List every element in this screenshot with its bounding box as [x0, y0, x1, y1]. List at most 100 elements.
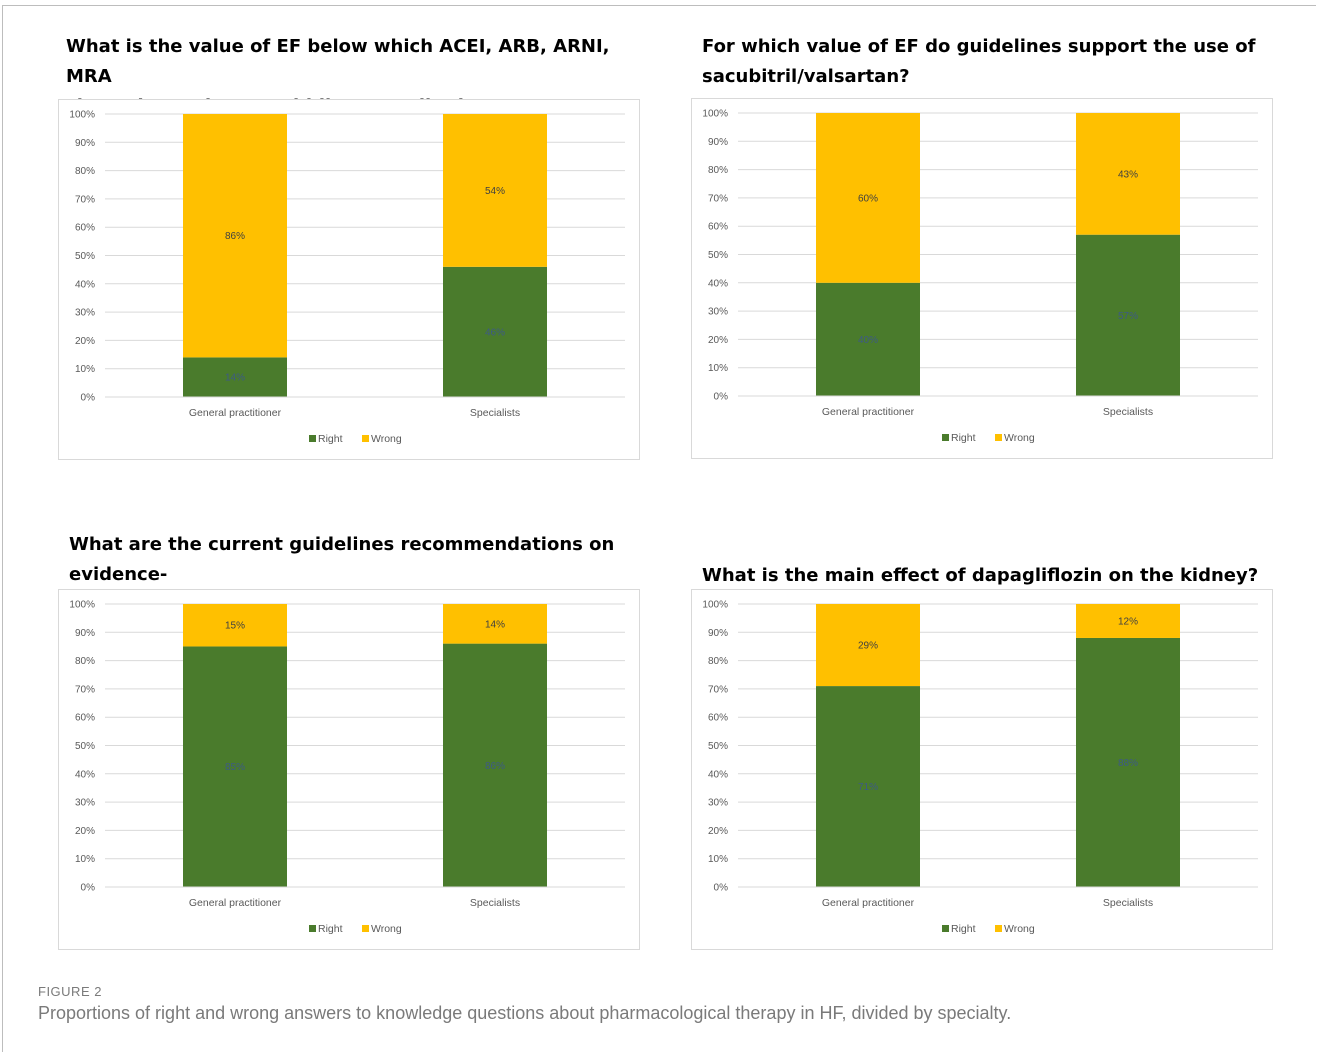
data-label: 14%	[225, 373, 245, 384]
y-tick-label: 10%	[708, 854, 728, 865]
bar-right	[183, 357, 287, 397]
bar-wrong	[1076, 604, 1180, 638]
y-tick-label: 0%	[81, 883, 96, 894]
y-tick-label: 20%	[708, 335, 728, 346]
stacked-bar-chart: 0% 10% 20% 30% 40% 50% 60% 70% 80% 90% 100% 71% 29% G…	[702, 600, 1258, 935]
chart-area: 0% 10% 20% 30% 40% 50% 60% 70% 80% 90% 100% 14% 86% G…	[58, 99, 640, 460]
bar-right	[816, 282, 920, 396]
legend-swatch-wrong	[995, 434, 1002, 441]
legend-swatch-right	[309, 925, 316, 932]
legend-swatch-wrong	[362, 435, 369, 442]
chart-panel-1: What is the value of EF below which ACEI…	[0, 0, 660, 480]
y-tick-label: 70%	[708, 684, 728, 695]
bar-wrong	[183, 114, 287, 358]
chart-panel-4: What is the main effect of dapagliflozin…	[691, 565, 1273, 950]
y-tick-label: 60%	[75, 223, 95, 234]
y-tick-label: 100%	[69, 110, 95, 121]
bar-wrong	[1076, 113, 1180, 235]
bar-right	[1076, 234, 1180, 396]
chart-area: 0% 10% 20% 30% 40% 50% 60% 70% 80% 90% 100% 40% 60% G…	[691, 98, 1273, 459]
legend-label: Wrong	[371, 923, 402, 935]
data-label: 29%	[858, 641, 878, 652]
chart-title: What is the main effect of dapagliflozin…	[702, 565, 1259, 586]
chart-area: 0% 10% 20% 30% 40% 50% 60% 70% 80% 90% 100% 71% 29% G…	[691, 589, 1273, 950]
stacked-bar-chart: 0% 10% 20% 30% 40% 50% 60% 70% 80% 90% 100% 40% 60% G…	[702, 109, 1258, 444]
y-tick-label: 10%	[75, 364, 95, 375]
y-tick-label: 0%	[714, 883, 729, 894]
y-tick-label: 80%	[75, 166, 95, 177]
data-label: 85%	[225, 762, 245, 773]
y-tick-label: 0%	[81, 393, 96, 404]
data-label: 88%	[1118, 758, 1138, 769]
figure-label: FIGURE 2	[38, 984, 102, 999]
x-category-label: Specialists	[470, 407, 520, 419]
x-category-label: Specialists	[470, 897, 520, 909]
y-tick-label: 40%	[708, 769, 728, 780]
y-tick-label: 50%	[708, 250, 728, 261]
y-tick-label: 50%	[75, 251, 95, 262]
x-category-label: Specialists	[1103, 406, 1153, 418]
y-tick-label: 50%	[75, 741, 95, 752]
x-category-label: General practitioner	[822, 406, 915, 418]
chart-panel-2: For which value of EF do guidelines supp…	[0, 0, 1318, 480]
bar-right	[443, 266, 547, 397]
y-tick-label: 80%	[75, 656, 95, 667]
bar-wrong	[816, 113, 920, 283]
bar-right	[183, 646, 287, 887]
y-tick-label: 40%	[75, 769, 95, 780]
legend-swatch-right	[942, 925, 949, 932]
y-tick-label: 100%	[702, 109, 728, 120]
bar-wrong	[816, 604, 920, 687]
legend-label: Wrong	[1004, 432, 1035, 444]
y-tick-label: 70%	[708, 193, 728, 204]
stacked-bar-chart: 0% 10% 20% 30% 40% 50% 60% 70% 80% 90% 100% 14% 86% G…	[69, 110, 625, 445]
y-tick-label: 30%	[708, 307, 728, 318]
y-tick-label: 10%	[75, 854, 95, 865]
y-tick-label: 90%	[75, 628, 95, 639]
legend-label: Right	[951, 923, 976, 935]
y-tick-label: 90%	[708, 628, 728, 639]
data-label: 86%	[485, 761, 505, 772]
legend-label: Wrong	[1004, 923, 1035, 935]
chart-panel-3: What are the current guidelines recommen…	[0, 0, 660, 980]
figure-frame-left	[2, 5, 3, 1052]
y-tick-label: 20%	[75, 336, 95, 347]
legend-label: Wrong	[371, 433, 402, 445]
y-tick-label: 80%	[708, 165, 728, 176]
data-label: 57%	[1118, 311, 1138, 322]
y-tick-label: 90%	[708, 137, 728, 148]
y-tick-label: 60%	[75, 713, 95, 724]
data-label: 60%	[858, 193, 878, 204]
y-tick-label: 70%	[75, 194, 95, 205]
y-tick-label: 80%	[708, 656, 728, 667]
legend-label: Right	[951, 432, 976, 444]
y-tick-label: 20%	[708, 826, 728, 837]
bar-wrong	[183, 604, 287, 647]
bar-wrong	[443, 114, 547, 267]
y-tick-label: 30%	[75, 798, 95, 809]
data-label: 86%	[225, 231, 245, 242]
y-tick-label: 60%	[708, 713, 728, 724]
stacked-bar-chart: 0% 10% 20% 30% 40% 50% 60% 70% 80% 90% 100% 85% 15% G…	[69, 600, 625, 935]
y-tick-label: 30%	[708, 798, 728, 809]
x-category-label: General practitioner	[189, 407, 282, 419]
y-tick-label: 0%	[714, 392, 729, 403]
y-tick-label: 60%	[708, 222, 728, 233]
y-tick-label: 40%	[75, 279, 95, 290]
figure-frame-top	[2, 5, 1316, 6]
x-category-label: Specialists	[1103, 897, 1153, 909]
legend-label: Right	[318, 433, 343, 445]
bar-wrong	[443, 604, 547, 644]
y-tick-label: 100%	[702, 600, 728, 611]
figure-caption: Proportions of right and wrong answers t…	[38, 1003, 1012, 1023]
data-label: 43%	[1118, 169, 1138, 180]
data-label: 71%	[858, 782, 878, 793]
y-tick-label: 70%	[75, 684, 95, 695]
y-tick-label: 20%	[75, 826, 95, 837]
y-tick-label: 50%	[708, 741, 728, 752]
data-label: 46%	[485, 327, 505, 338]
legend-swatch-wrong	[362, 925, 369, 932]
y-tick-label: 10%	[708, 363, 728, 374]
legend-label: Right	[318, 923, 343, 935]
x-category-label: General practitioner	[189, 897, 282, 909]
